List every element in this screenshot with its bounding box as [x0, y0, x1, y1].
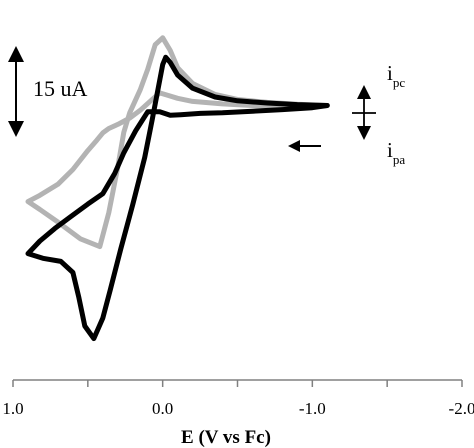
ipc-subscript: pc [393, 75, 406, 90]
peak-current-marker [352, 85, 376, 140]
ipc-label: ipc [387, 61, 405, 90]
x-axis-title: E (V vs Fc) [181, 427, 271, 448]
x-tick-label: 1.0 [2, 399, 23, 418]
ipa-label: ipa [387, 138, 405, 167]
x-tick-label: 0.0 [152, 399, 173, 418]
x-axis-ticks [12, 380, 463, 387]
current-scale-bar [8, 46, 24, 137]
scan-direction-arrow [288, 140, 321, 152]
ipc-main: i [387, 61, 393, 85]
ipa-subscript: pa [393, 152, 406, 167]
grey-cv-trace [25, 35, 330, 250]
black-cv-trace [25, 54, 330, 342]
x-tick-label: -2.0 [449, 399, 474, 418]
x-axis-tick-labels: 1.0 0.0 -1.0 -2.0 [2, 399, 474, 418]
ipa-main: i [387, 138, 393, 162]
curves-layer [25, 35, 330, 342]
scale-bar-label: 15 uA [33, 76, 88, 101]
x-tick-label: -1.0 [299, 399, 326, 418]
